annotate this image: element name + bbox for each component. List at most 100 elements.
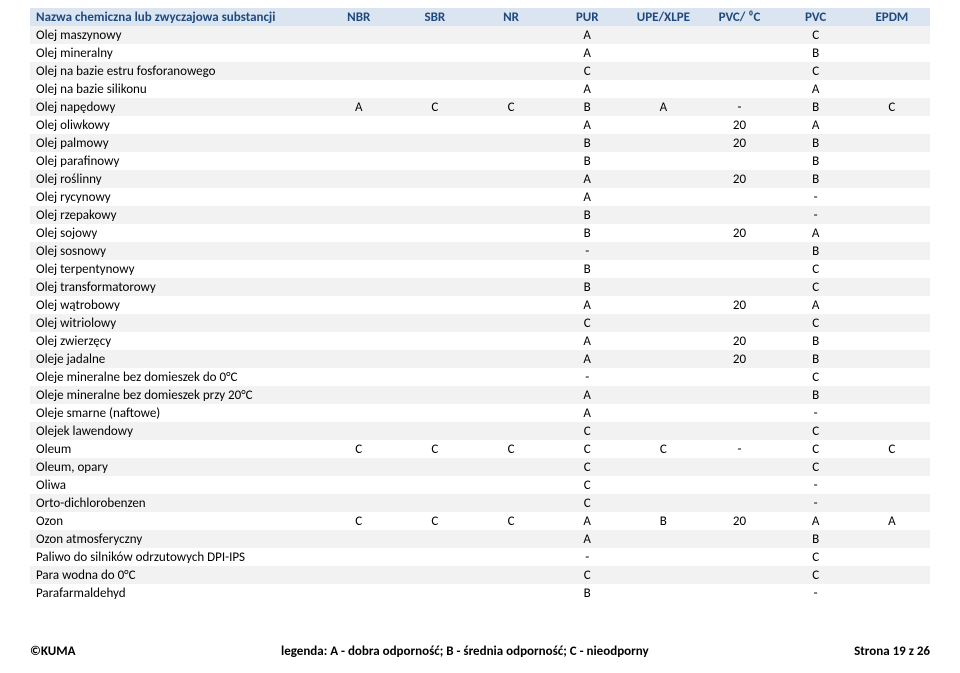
cell (397, 422, 473, 440)
cell (321, 332, 397, 350)
cell (397, 584, 473, 602)
cell (397, 566, 473, 584)
row-name: Olej sosnowy (30, 242, 321, 260)
table-row: Oleje mineralne bez domieszek do 0°C-C (30, 368, 930, 386)
page-footer: ©KUMA legenda: A - dobra odporność; B - … (30, 644, 930, 659)
cell (854, 422, 930, 440)
cell (854, 566, 930, 584)
cell (854, 314, 930, 332)
table-row: Olej na bazie silikonuAA (30, 80, 930, 98)
cell (625, 206, 701, 224)
cell: A (778, 116, 854, 134)
cell (397, 350, 473, 368)
row-name: Oleje jadalne (30, 350, 321, 368)
cell (701, 386, 777, 404)
table-row: Oleje jadalneA20B (30, 350, 930, 368)
cell: C (549, 494, 625, 512)
cell: A (778, 512, 854, 530)
row-name: Olej maszynowy (30, 26, 321, 44)
row-name: Olej parafinowy (30, 152, 321, 170)
cell: C (549, 314, 625, 332)
cell: C (778, 314, 854, 332)
cell: C (549, 476, 625, 494)
cell (701, 206, 777, 224)
cell (854, 494, 930, 512)
cell (321, 458, 397, 476)
cell: B (778, 152, 854, 170)
cell (473, 206, 549, 224)
cell: A (549, 188, 625, 206)
cell (321, 494, 397, 512)
col-header: PVC/ ⁰C (701, 8, 777, 26)
row-name: Olej sojowy (30, 224, 321, 242)
cell (854, 350, 930, 368)
cell: - (549, 548, 625, 566)
cell: - (549, 368, 625, 386)
cell (625, 566, 701, 584)
cell (473, 170, 549, 188)
cell (397, 206, 473, 224)
cell (625, 80, 701, 98)
cell (854, 62, 930, 80)
row-name: Olej oliwkowy (30, 116, 321, 134)
cell (625, 386, 701, 404)
row-name: Oleje mineralne bez domieszek do 0°C (30, 368, 321, 386)
table-row: Olej sosnowy-B (30, 242, 930, 260)
cell: C (854, 98, 930, 116)
cell (321, 368, 397, 386)
cell (321, 350, 397, 368)
cell (701, 548, 777, 566)
table-row: Olej roślinnyA20B (30, 170, 930, 188)
cell (701, 494, 777, 512)
cell (625, 62, 701, 80)
cell: C (625, 440, 701, 458)
cell: A (321, 98, 397, 116)
cell (321, 188, 397, 206)
cell (397, 260, 473, 278)
cell: A (854, 512, 930, 530)
cell (625, 404, 701, 422)
cell: - (778, 206, 854, 224)
cell (473, 296, 549, 314)
cell: A (625, 98, 701, 116)
cell: C (778, 62, 854, 80)
cell: B (778, 170, 854, 188)
cell (473, 62, 549, 80)
cell: C (549, 422, 625, 440)
cell (321, 170, 397, 188)
cell: - (778, 494, 854, 512)
cell (701, 44, 777, 62)
col-header: EPDM (854, 8, 930, 26)
table-row: Olej rycynowyA- (30, 188, 930, 206)
cell: C (473, 440, 549, 458)
cell: B (549, 152, 625, 170)
cell (321, 296, 397, 314)
cell: C (778, 260, 854, 278)
cell (321, 548, 397, 566)
table-row: Olej wątrobowyA20A (30, 296, 930, 314)
cell: B (549, 584, 625, 602)
cell: 20 (701, 332, 777, 350)
row-name: Olej palmowy (30, 134, 321, 152)
cell (321, 278, 397, 296)
row-name: Olejek lawendowy (30, 422, 321, 440)
row-name: Oleum (30, 440, 321, 458)
table-row: Olej napędowyACCBA-BC (30, 98, 930, 116)
cell (473, 224, 549, 242)
cell (397, 548, 473, 566)
table-header: Nazwa chemiczna lub zwyczajowa substancj… (30, 8, 930, 26)
cell: - (701, 98, 777, 116)
resistance-table: Nazwa chemiczna lub zwyczajowa substancj… (30, 8, 930, 602)
row-name: Olej na bazie estru fosforanowego (30, 62, 321, 80)
row-name: Olej wątrobowy (30, 296, 321, 314)
cell: 20 (701, 116, 777, 134)
cell: A (549, 296, 625, 314)
cell (397, 332, 473, 350)
cell: C (397, 440, 473, 458)
cell (701, 260, 777, 278)
table-row: Oleum, oparyCC (30, 458, 930, 476)
cell (473, 422, 549, 440)
cell: A (549, 530, 625, 548)
cell (854, 404, 930, 422)
cell: A (778, 296, 854, 314)
